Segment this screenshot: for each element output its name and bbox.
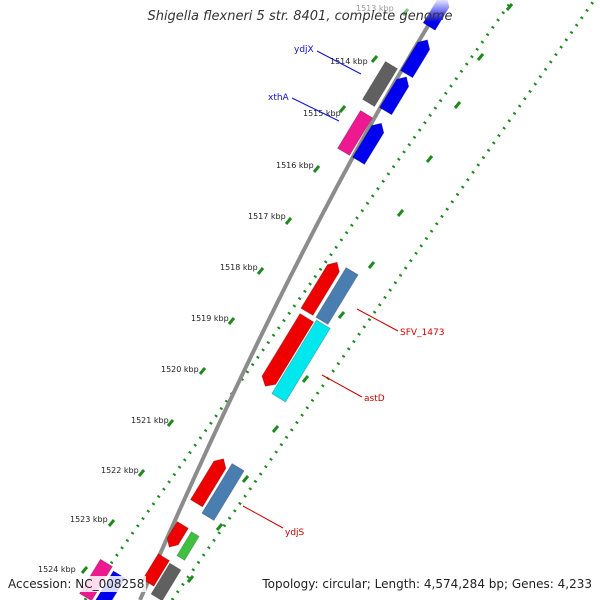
gene-red-c[interactable]: [189, 458, 227, 508]
gene-blue-d[interactable]: [352, 122, 385, 165]
top-fade-overlay: [330, 0, 480, 22]
gene-red-d[interactable]: [166, 520, 189, 548]
gene-red-a[interactable]: [300, 261, 340, 316]
accession-text: Accession: NC_008258: [6, 576, 147, 592]
tick-label-1521: 1521 kbp: [131, 416, 169, 425]
gene-label-text[interactable]: SFV_1473: [400, 328, 444, 338]
kbp-tick-labels: 1513 kbp 1514 kbp 1515 kbp 1516 kbp 1517…: [38, 4, 394, 574]
gene-label-SFV_1473[interactable]: SFV_1473: [356, 308, 444, 338]
map-title: Shigella flexneri 5 str. 8401, complete …: [147, 9, 453, 24]
gene-label-ydjX[interactable]: ydjX: [294, 45, 362, 75]
inner-tick-marks: [186, 3, 514, 583]
gene-red-b[interactable]: [261, 313, 315, 387]
tick-label-1516: 1516 kbp: [276, 161, 314, 170]
tick-label-1520: 1520 kbp: [161, 365, 199, 374]
tick-label-1523: 1523 kbp: [70, 515, 108, 524]
gene-magenta-a[interactable]: [337, 109, 373, 156]
tick-label-1519: 1519 kbp: [191, 314, 229, 323]
gene-steelblue-b[interactable]: [201, 463, 245, 521]
gene-red-e[interactable]: [142, 553, 170, 587]
gene-label-text[interactable]: ydjX: [294, 45, 314, 55]
gene-gray-a[interactable]: [362, 60, 398, 108]
tick-label-1513: 1513 kbp: [356, 4, 394, 13]
genome-summary-text: Topology: circular; Length: 4,574,284 bp…: [260, 576, 594, 592]
gene-label-astD[interactable]: astD: [321, 374, 385, 404]
gene-label-text[interactable]: ydjS: [285, 528, 305, 538]
tick-label-1518: 1518 kbp: [220, 263, 258, 272]
tick-label-1522: 1522 kbp: [101, 466, 139, 475]
gene-label-text[interactable]: xthA: [268, 93, 290, 103]
gene-label-ydjS[interactable]: ydjS: [242, 505, 305, 538]
tick-label-1515: 1515 kbp: [303, 109, 341, 118]
gene-green-a[interactable]: [176, 531, 200, 561]
gene-blue-c[interactable]: [379, 76, 410, 116]
tick-label-1517: 1517 kbp: [248, 212, 286, 221]
tick-label-1524: 1524 kbp: [38, 565, 76, 574]
tick-label-1514: 1514 kbp: [330, 57, 368, 66]
gene-label-text[interactable]: astD: [364, 394, 385, 404]
gene-cyan-a[interactable]: [271, 319, 331, 403]
gene-blue-b[interactable]: [400, 39, 431, 79]
outer-tick-marks: [80, 8, 410, 574]
gene-steelblue-a[interactable]: [315, 267, 359, 325]
inner-dotted-ring: [170, 0, 597, 600]
gene-features: [79, 0, 450, 600]
gene-label-xthA[interactable]: xthA: [268, 93, 340, 122]
outer-dotted-ring: [83, 0, 515, 600]
gene-gray-b[interactable]: [150, 562, 182, 600]
